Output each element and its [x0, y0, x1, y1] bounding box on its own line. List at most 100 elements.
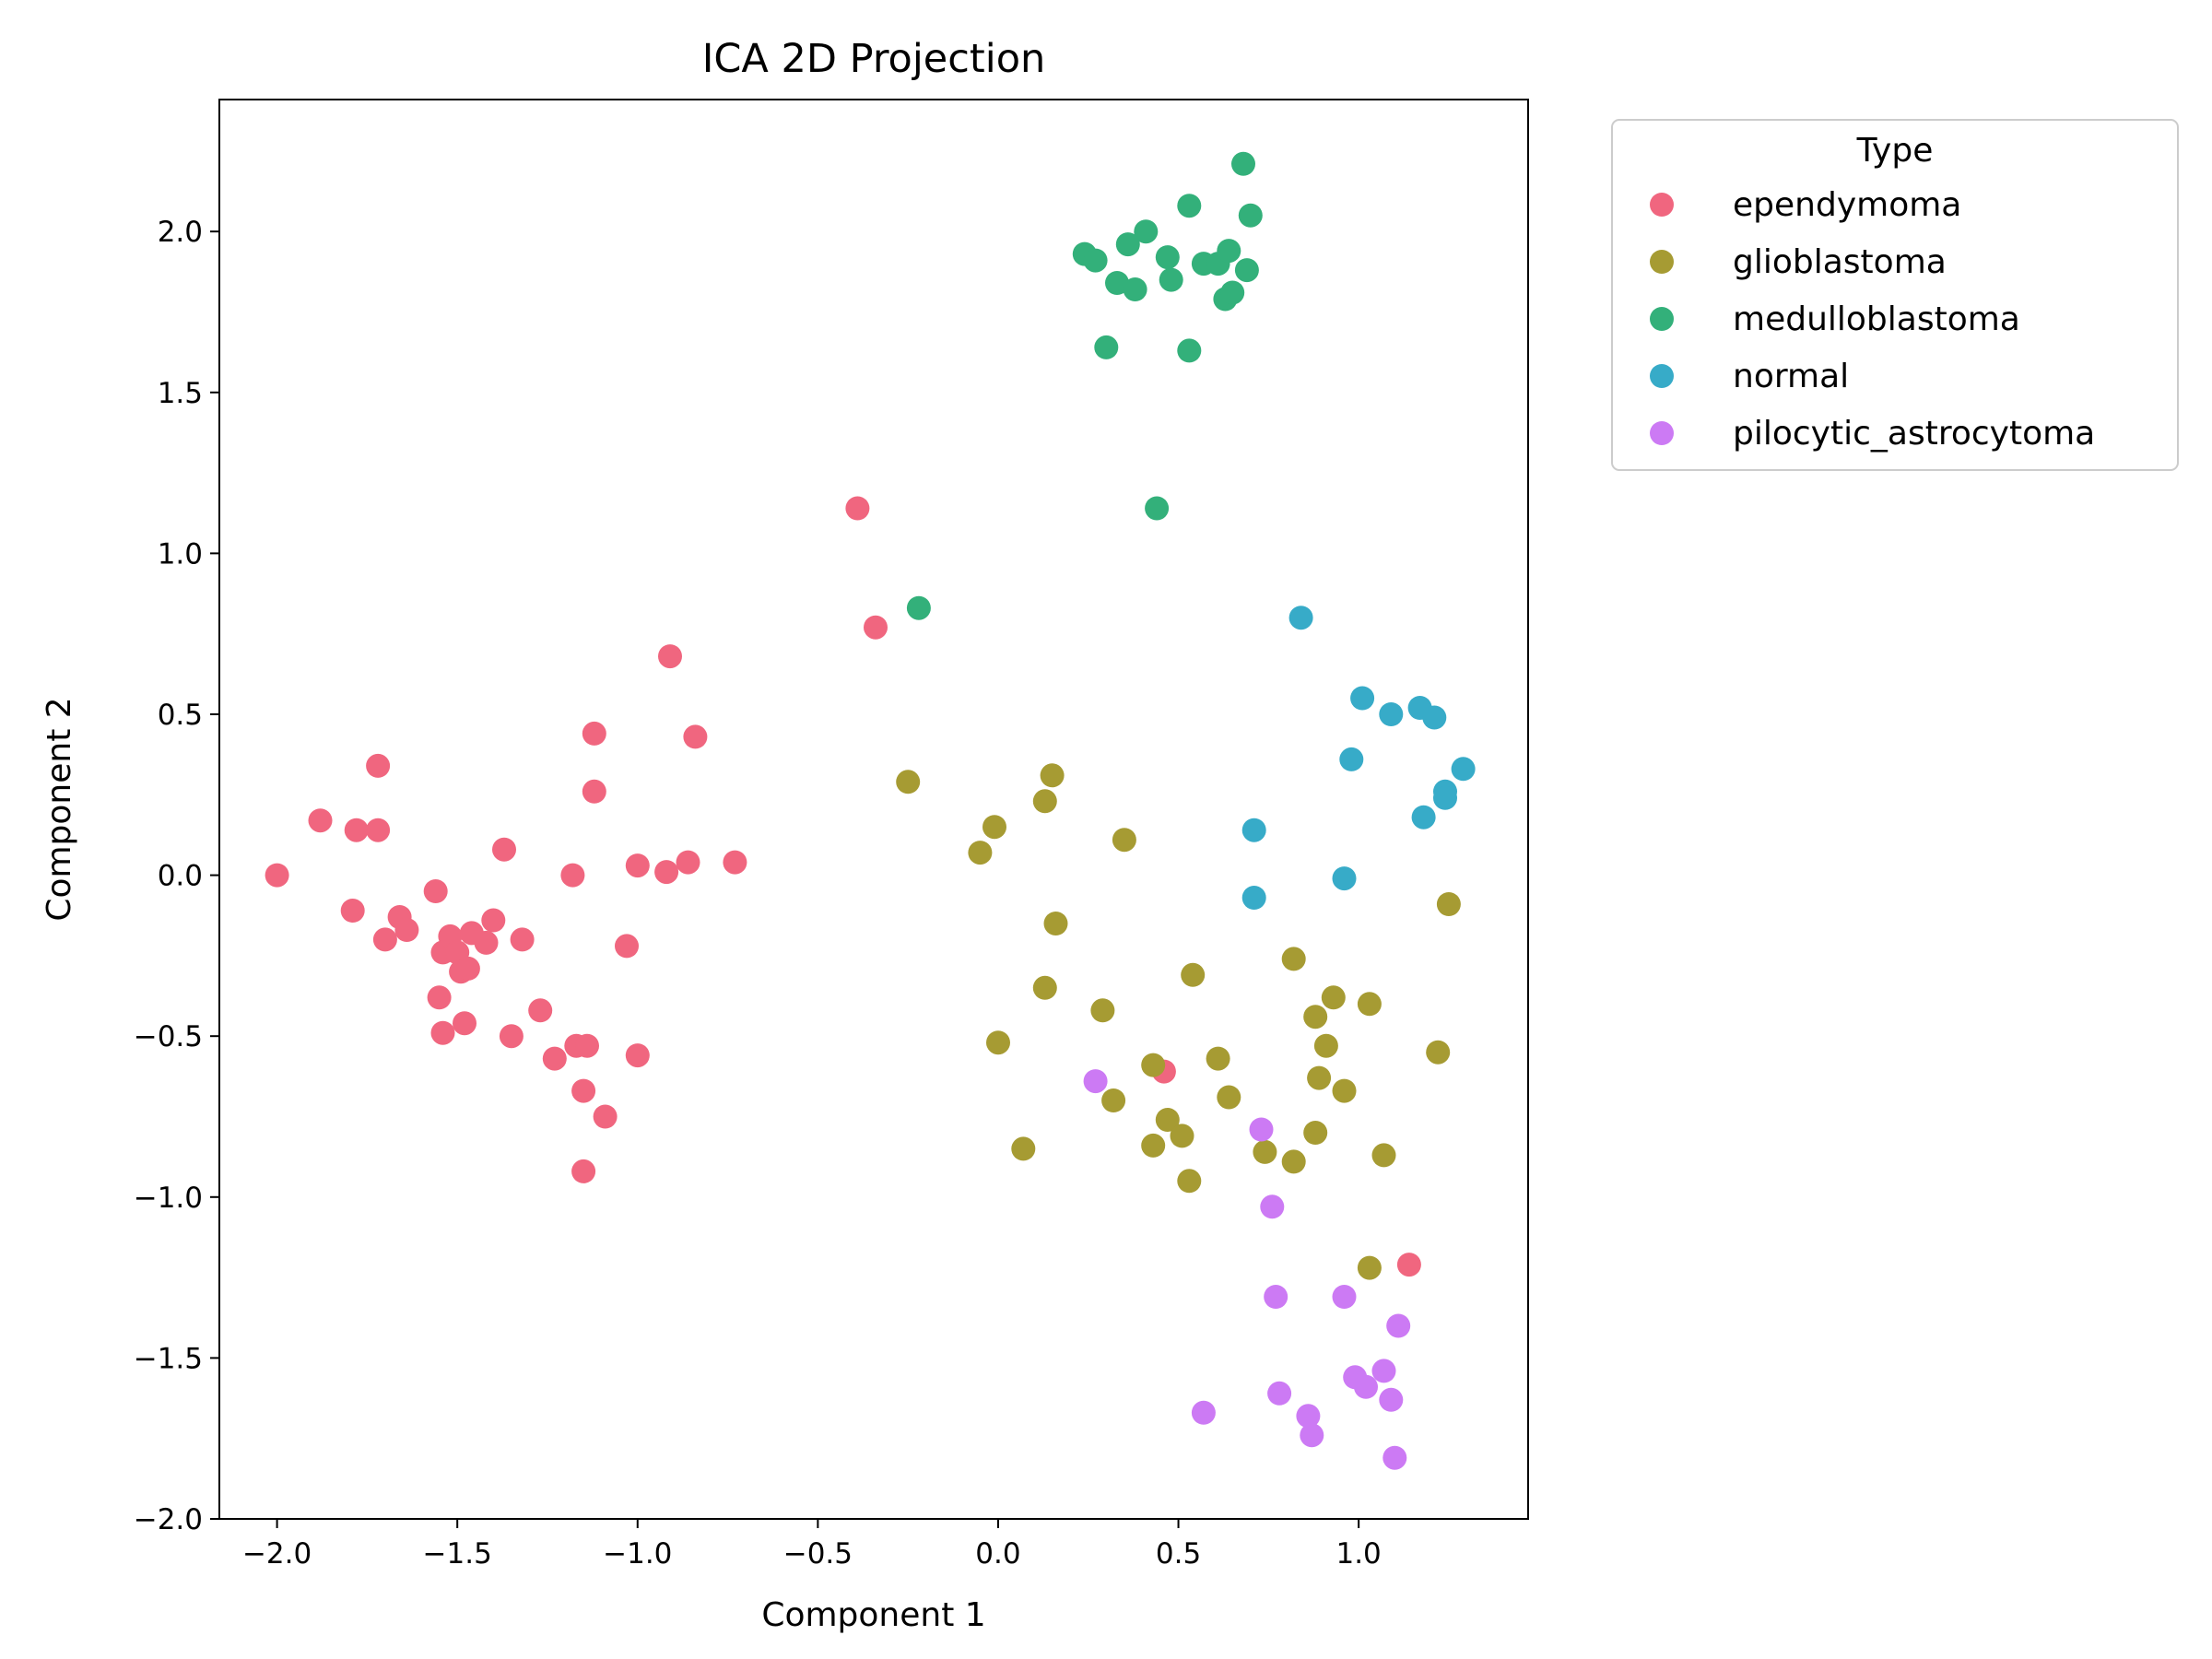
point-glioblastoma-23: [1303, 1121, 1328, 1145]
point-medulloblastoma-18: [1177, 338, 1202, 363]
y-tick-label: −2.0: [134, 1503, 203, 1536]
point-ependymoma-5: [340, 899, 365, 923]
point-ependymoma-30: [593, 1104, 618, 1129]
point-ependymoma-31: [571, 1159, 596, 1183]
point-medulloblastoma-17: [1094, 335, 1119, 359]
point-ependymoma-33: [582, 779, 606, 804]
point-glioblastoma-6: [1043, 912, 1068, 935]
point-glioblastoma-12: [1141, 1053, 1166, 1077]
x-tick-label: −2.0: [242, 1537, 312, 1571]
point-medulloblastoma-14: [1123, 277, 1147, 301]
point-ependymoma-32: [582, 721, 606, 746]
point-glioblastoma-21: [1281, 947, 1306, 971]
point-normal-9: [1411, 805, 1436, 830]
point-glioblastoma-4: [1040, 763, 1065, 788]
point-ependymoma-35: [625, 853, 650, 878]
point-glioblastoma-33: [1436, 892, 1461, 916]
plot-area: [218, 99, 1529, 1520]
point-pilocytic-astrocytoma-0: [1083, 1069, 1108, 1094]
x-tick-label: −0.5: [783, 1537, 853, 1571]
point-ependymoma-28: [575, 1033, 599, 1058]
point-glioblastoma-30: [1371, 1143, 1396, 1168]
point-pilocytic-astrocytoma-3: [1264, 1285, 1288, 1309]
point-ependymoma-41: [723, 850, 747, 875]
x-tick-label: 1.0: [1335, 1537, 1381, 1571]
legend: Type ependymoma glioblastoma medulloblasto…: [1611, 119, 2179, 471]
chart-title: ICA 2D Projection: [702, 36, 1046, 82]
point-glioblastoma-28: [1332, 1078, 1357, 1103]
point-ependymoma-20: [481, 908, 506, 933]
point-medulloblastoma-16: [1220, 280, 1245, 305]
point-glioblastoma-19: [1217, 1085, 1241, 1110]
point-normal-2: [1379, 702, 1404, 726]
y-axis-label: Component 2: [41, 697, 78, 921]
x-tick-label: 0.0: [975, 1537, 1020, 1571]
point-normal-8: [1433, 785, 1457, 810]
point-glioblastoma-8: [1090, 998, 1115, 1023]
point-glioblastoma-29: [1357, 992, 1382, 1017]
legend-marker-medulloblastoma: [1650, 307, 1674, 331]
point-glioblastoma-18: [1206, 1046, 1230, 1071]
point-glioblastoma-14: [1155, 1108, 1180, 1132]
point-glioblastoma-27: [1321, 985, 1346, 1010]
point-ependymoma-37: [654, 860, 679, 885]
point-ependymoma-23: [510, 927, 535, 952]
point-pilocytic-astrocytoma-2: [1260, 1194, 1285, 1219]
point-medulloblastoma-11: [1234, 258, 1259, 283]
point-medulloblastoma-3: [1134, 219, 1159, 244]
point-ependymoma-9: [423, 879, 448, 903]
point-ependymoma-38: [658, 644, 682, 669]
point-ependymoma-39: [676, 850, 700, 875]
point-glioblastoma-13: [1141, 1133, 1166, 1158]
point-ependymoma-42: [845, 496, 870, 521]
x-axis: −2.0 −1.5 −1.0 −0.5 0.0 0.5 1.0: [242, 1519, 1382, 1571]
point-ependymoma-19: [474, 930, 499, 955]
point-glioblastoma-32: [1426, 1040, 1451, 1065]
legend-label-pilocytic-astrocytoma: pilocytic_astrocytoma: [1733, 415, 2095, 453]
point-normal-5: [1339, 747, 1364, 771]
legend-label-normal: normal: [1733, 358, 1849, 395]
point-ependymoma-25: [542, 1046, 567, 1071]
point-ependymoma-3: [366, 818, 391, 842]
point-normal-10: [1241, 818, 1266, 842]
point-pilocytic-astrocytoma-13: [1300, 1423, 1324, 1448]
y-tick-label: 1.0: [158, 537, 203, 571]
point-glioblastoma-7: [1032, 975, 1057, 1000]
point-glioblastoma-5: [1112, 828, 1136, 853]
point-ependymoma-6: [372, 927, 397, 952]
point-ependymoma-21: [492, 837, 516, 862]
y-tick-label: −1.5: [134, 1342, 203, 1375]
point-medulloblastoma-2: [1238, 203, 1263, 228]
point-pilocytic-astrocytoma-4: [1332, 1285, 1357, 1309]
point-glioblastoma-3: [1032, 789, 1057, 814]
point-pilocytic-astrocytoma-1: [1249, 1117, 1274, 1142]
legend-items: ependymoma glioblastoma medulloblastoma nor…: [1650, 186, 2095, 453]
y-tick-label: −1.0: [134, 1182, 203, 1215]
point-medulloblastoma-12: [1159, 267, 1183, 292]
point-glioblastoma-1: [968, 841, 993, 865]
legend-label-ependymoma: ependymoma: [1733, 186, 1961, 224]
y-tick-label: 0.5: [158, 699, 203, 732]
point-pilocytic-astrocytoma-11: [1191, 1400, 1216, 1425]
point-normal-4: [1422, 705, 1447, 730]
point-pilocytic-astrocytoma-6: [1371, 1359, 1396, 1383]
point-glioblastoma-2: [982, 815, 1006, 840]
point-glioblastoma-25: [1307, 1065, 1332, 1090]
point-medulloblastoma-10: [1217, 239, 1241, 264]
point-ependymoma-14: [455, 956, 480, 981]
point-medulloblastoma-13: [1105, 271, 1129, 295]
point-ependymoma-1: [308, 808, 333, 833]
legend-title: Type: [1856, 132, 1934, 170]
legend-box: [1611, 119, 2179, 471]
x-axis-label: Component 1: [761, 1596, 985, 1634]
point-pilocytic-astrocytoma-9: [1379, 1387, 1404, 1412]
point-glioblastoma-22: [1281, 1149, 1306, 1174]
legend-label-glioblastoma: glioblastoma: [1733, 243, 1947, 281]
point-ependymoma-34: [615, 934, 639, 959]
point-glioblastoma-24: [1303, 1005, 1328, 1030]
point-ependymoma-2: [344, 818, 369, 842]
point-ependymoma-8: [394, 918, 419, 942]
point-ependymoma-18: [453, 1011, 477, 1036]
point-medulloblastoma-7: [1155, 245, 1180, 270]
